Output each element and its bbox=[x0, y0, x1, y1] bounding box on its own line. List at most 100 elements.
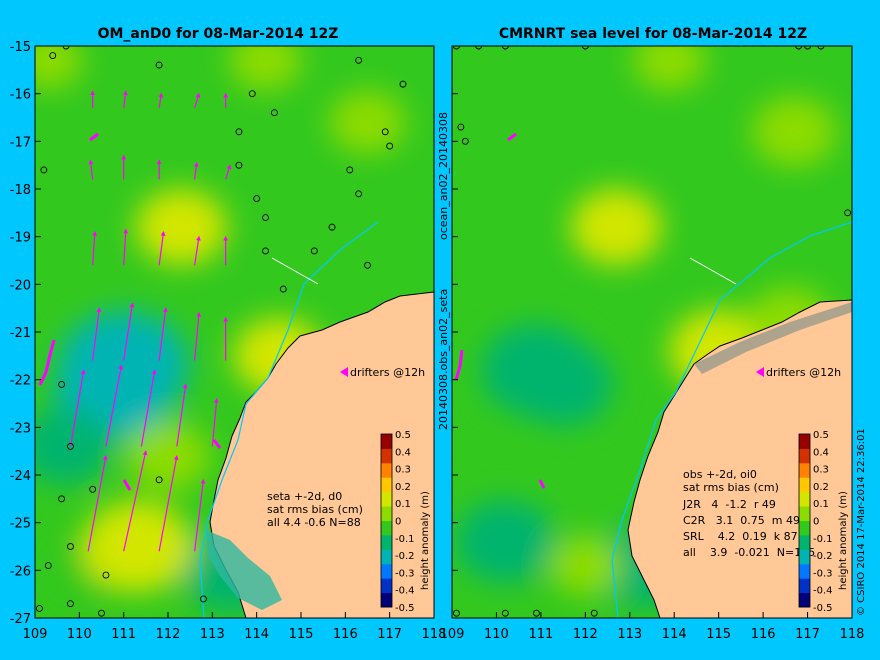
right-stats-line-2: sat rms bias (cm) bbox=[683, 481, 779, 494]
right-colorbar-tick-label: -0.3 bbox=[813, 568, 833, 579]
right-colorbar-band bbox=[799, 549, 810, 565]
left-colorbar-tick-label: -0.2 bbox=[395, 551, 415, 562]
left-obs-point bbox=[67, 600, 74, 608]
left-obs-point bbox=[364, 261, 371, 269]
right-drifter-legend-marker bbox=[756, 367, 764, 377]
left-stats-line-2: sat rms bias (cm) bbox=[267, 503, 363, 516]
right-obs-point bbox=[452, 609, 460, 617]
left-colorbar: 0.5 0.4 0.3 0.2 0.1 0 -0.1 -0.2 -0.3 -0.4 -0.5 hei… bbox=[380, 430, 431, 614]
right-obs-point bbox=[532, 609, 540, 617]
left-y-tick-label: -24 bbox=[10, 469, 31, 484]
left-obs-point bbox=[58, 380, 66, 388]
right-colorbar: 0.5 0.4 0.3 0.2 0.1 0 -0.1 -0.2 -0.3 -0.4 -0.5 hei… bbox=[798, 430, 849, 614]
right-colorbar-tick-label: -0.2 bbox=[813, 551, 833, 562]
left-colorbar-band bbox=[381, 477, 392, 493]
right-obs-point bbox=[452, 46, 460, 50]
left-obs-point bbox=[328, 223, 336, 231]
right-transect-line bbox=[689, 257, 737, 285]
left-drift-vector bbox=[88, 159, 94, 180]
right-colorbar-tick-label: -0.5 bbox=[813, 603, 833, 614]
left-x-tick-label: 115 bbox=[289, 627, 314, 642]
right-x-tick-label: 111 bbox=[528, 627, 553, 642]
left-y-tick-label: -25 bbox=[10, 517, 31, 532]
right-obs-point bbox=[590, 609, 598, 617]
right-colorbar-band bbox=[799, 563, 810, 579]
left-drift-vector bbox=[225, 164, 232, 180]
left-obs-point bbox=[381, 128, 389, 136]
right-obs-point bbox=[817, 46, 825, 50]
left-x-tick-label: 117 bbox=[377, 627, 402, 642]
left-x-tick-label: 111 bbox=[111, 627, 136, 642]
right-stats-line-6: all 3.9 -0.021 N=185 bbox=[683, 546, 815, 559]
left-colorbar-tick-label: 0.5 bbox=[395, 430, 411, 441]
right-colorbar-band bbox=[799, 477, 810, 493]
left-y-tick-label: -20 bbox=[10, 278, 31, 293]
right-obs-point bbox=[795, 46, 803, 50]
left-map-panel: OM_anD0 for 08-Mar-2014 12Z drifters @12… bbox=[10, 26, 447, 642]
left-colorbar-band bbox=[381, 563, 392, 579]
left-obs-point bbox=[262, 214, 269, 222]
left-obs-point bbox=[40, 166, 48, 174]
left-y-tick-label: -19 bbox=[10, 231, 31, 246]
left-y-tick-label: -21 bbox=[10, 326, 31, 341]
left-x-tick-label: 114 bbox=[244, 627, 269, 642]
left-anomaly-blob bbox=[35, 46, 83, 89]
right-x-tick-label: 110 bbox=[484, 627, 509, 642]
right-coastline-current bbox=[611, 221, 852, 618]
left-obs-point bbox=[62, 46, 70, 50]
left-x-tick-label: 112 bbox=[156, 627, 181, 642]
left-drift-vectors bbox=[69, 90, 232, 552]
left-colorbar-band bbox=[381, 534, 392, 550]
left-obs-point bbox=[346, 166, 354, 174]
left-colorbar-band bbox=[381, 549, 392, 565]
right-x-tick-label: 109 bbox=[440, 627, 465, 642]
right-x-tick-label: 118 bbox=[840, 627, 865, 642]
right-obs-point bbox=[501, 46, 509, 50]
right-obs-point bbox=[804, 46, 812, 50]
left-y-tick-label: -18 bbox=[10, 183, 31, 198]
left-drifter-tracks bbox=[38, 132, 222, 491]
left-x-tick-label: 113 bbox=[200, 627, 225, 642]
left-y-tick-label: -26 bbox=[10, 564, 31, 579]
right-colorbar-tick-label: 0 bbox=[813, 517, 819, 528]
left-x-tick-label: 116 bbox=[333, 627, 358, 642]
right-colorbar-band bbox=[799, 448, 810, 464]
left-drift-vector bbox=[123, 228, 129, 266]
right-colorbar-band bbox=[799, 434, 810, 449]
left-obs-point bbox=[155, 61, 163, 69]
left-drift-vector bbox=[193, 161, 199, 180]
left-colorbar-tick-label: -0.3 bbox=[395, 568, 415, 579]
right-colorbar-tick-label: -0.1 bbox=[813, 534, 833, 545]
right-obs-point bbox=[461, 137, 469, 145]
left-drift-vector bbox=[140, 369, 157, 447]
left-obs-point bbox=[67, 442, 74, 450]
right-x-axis: 109 110 111 112 113 114 115 116 117 118 bbox=[440, 45, 865, 642]
left-y-tick-label: -15 bbox=[10, 40, 31, 55]
left-colorbar-tick-label: 0.3 bbox=[395, 465, 411, 476]
left-anomaly-blob bbox=[35, 408, 112, 485]
left-drift-vector bbox=[69, 369, 86, 447]
left-drift-vector bbox=[194, 235, 201, 266]
right-x-tick-label: 114 bbox=[662, 627, 687, 642]
left-colorbar-tick-label: 0.4 bbox=[395, 447, 411, 458]
left-colorbar-tick-label: -0.1 bbox=[395, 534, 415, 545]
right-colorbar-tick-label: 0.5 bbox=[813, 430, 829, 441]
left-obs-point bbox=[49, 52, 57, 59]
left-colorbar-tick-label: 0 bbox=[395, 517, 401, 528]
left-colorbar-band bbox=[381, 462, 392, 478]
left-obs-point bbox=[35, 605, 43, 612]
right-anomaly-blob bbox=[549, 535, 622, 596]
left-drift-vector bbox=[105, 364, 124, 447]
left-observation-points bbox=[35, 46, 407, 617]
left-obs-point bbox=[98, 609, 105, 617]
left-obs-point bbox=[67, 543, 74, 550]
right-x-tick-label: 113 bbox=[617, 627, 642, 642]
left-anomaly-blob bbox=[81, 500, 193, 593]
right-colorbar-band bbox=[799, 491, 810, 507]
left-x-tick-label: 109 bbox=[23, 627, 48, 642]
right-anomaly-blob bbox=[570, 189, 663, 266]
left-colorbar-band bbox=[381, 434, 392, 449]
left-anomaly-blob bbox=[329, 90, 406, 154]
right-obs-point bbox=[457, 123, 465, 131]
left-panel-title: OM_anD0 for 08-Mar-2014 12Z bbox=[98, 26, 339, 42]
